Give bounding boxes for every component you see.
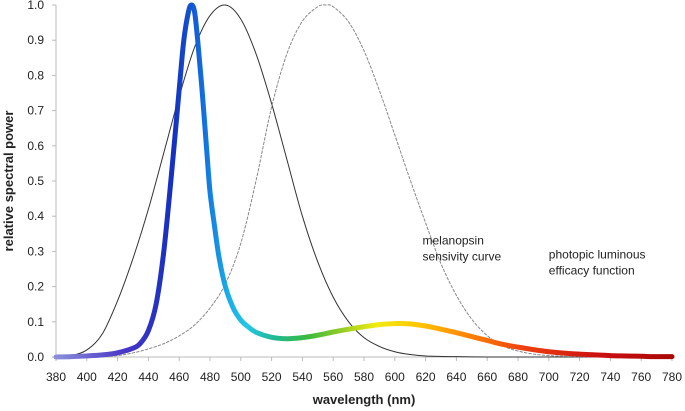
x-tick-label: 440	[138, 370, 158, 384]
x-tick-label: 640	[446, 370, 466, 384]
photopic-annotation-line2: efficacy function	[549, 263, 635, 277]
y-tick-label: 0.5	[27, 174, 44, 188]
x-tick-label: 420	[108, 370, 128, 384]
melanopsin-annotation: melanopsin sensivity curve	[423, 233, 502, 263]
x-tick-label: 620	[416, 370, 436, 384]
y-tick-labels: 0.0 0.1 0.2 0.3 0.4 0.5 0.6 0.7 0.8 0.9 1.0	[27, 0, 56, 364]
melanopsin-annotation-line1: melanopsin	[423, 233, 484, 247]
y-tick-label: 0.3	[27, 244, 44, 258]
series-layer	[53, 2, 675, 360]
x-tick-label: 760	[631, 370, 651, 384]
x-tick-label: 520	[262, 370, 282, 384]
melanopsin-curve	[55, 4, 673, 358]
x-tick-label: 660	[477, 370, 497, 384]
x-tick-label: 700	[539, 370, 559, 384]
photopic-annotation-line1: photopic luminous	[549, 247, 646, 261]
x-tick-label: 780	[662, 370, 682, 384]
y-tick-label: 0.9	[27, 33, 44, 47]
y-axis-title: relative spectral power	[1, 111, 16, 252]
y-tick-label: 0.4	[27, 209, 44, 223]
x-tick-label: 560	[323, 370, 343, 384]
x-tick-label: 460	[169, 370, 189, 384]
photopic-annotation: photopic luminous efficacy function	[549, 247, 646, 277]
melanopsin-annotation-line2: sensivity curve	[423, 249, 502, 263]
x-tick-label: 400	[77, 370, 97, 384]
y-tick-label: 0.7	[27, 104, 44, 118]
x-axis-title: wavelength (nm)	[312, 392, 416, 407]
y-tick-label: 0.1	[27, 315, 44, 329]
photopic-curve	[55, 4, 673, 358]
x-tick-label: 500	[231, 370, 251, 384]
y-tick-label: 0.2	[27, 280, 44, 294]
x-tick-label: 720	[570, 370, 590, 384]
x-tick-label: 740	[600, 370, 620, 384]
x-tick-label: 540	[292, 370, 312, 384]
x-tick-labels: 380 400 420 440 460 480 500 520 540 560 580 600 620 6…	[46, 357, 682, 384]
y-tick-label: 0.8	[27, 68, 44, 82]
x-tick-label: 380	[46, 370, 66, 384]
x-tick-label: 600	[385, 370, 405, 384]
x-tick-label: 680	[508, 370, 528, 384]
y-tick-label: 1.0	[27, 0, 44, 12]
x-tick-label: 580	[354, 370, 374, 384]
y-tick-label: 0.0	[27, 350, 44, 364]
led-spectrum-curve	[53, 2, 675, 360]
y-tick-label: 0.6	[27, 139, 44, 153]
x-tick-label: 480	[200, 370, 220, 384]
